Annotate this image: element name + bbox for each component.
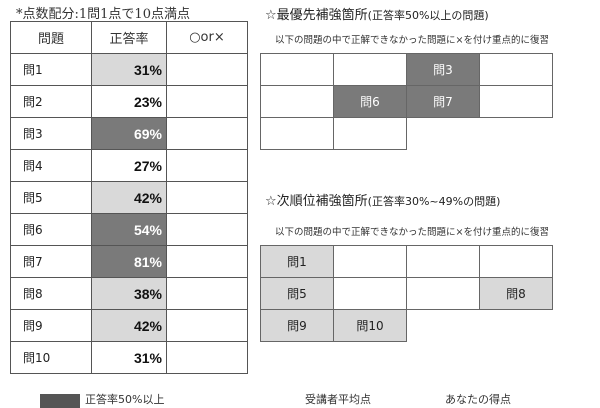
legend-yourscore-label: あなたの得点 (445, 393, 511, 406)
grid-row: 問1 (260, 245, 553, 278)
grid-cell (480, 310, 553, 342)
question-cell: 問1 (10, 53, 92, 86)
table-row: 問1 31% (10, 53, 248, 86)
secondary-grid: 問1 問5 問8 問9 問10 (260, 245, 553, 342)
priority-heading-sub: (正答率50%以上の問題) (367, 9, 489, 22)
question-cell: 問2 (10, 85, 92, 118)
mark-cell[interactable] (166, 309, 248, 342)
accuracy-cell: 42% (91, 309, 167, 342)
secondary-note: 以下の問題の中で正解できなかった問題に×を付け重点的に復習 (275, 227, 549, 238)
grid-cell[interactable] (333, 53, 407, 86)
grid-cell[interactable] (406, 277, 480, 310)
accuracy-cell: 54% (91, 213, 167, 246)
grid-cell[interactable] (333, 245, 407, 278)
table-row: 問6 54% (10, 213, 248, 246)
grid-row: 問9 問10 (260, 309, 553, 342)
grid-row (260, 117, 553, 150)
accuracy-cell: 31% (91, 341, 167, 374)
priority-note: 以下の問題の中で正解できなかった問題に×を付け重点的に復習 (275, 35, 549, 46)
header-mark: ○or× (166, 21, 248, 54)
accuracy-cell: 42% (91, 181, 167, 214)
table-header-row: 問題 正答率 ○or× (10, 21, 248, 54)
grid-row: 問3 (260, 53, 553, 86)
grid-cell[interactable]: 問10 (333, 309, 407, 342)
grid-cell[interactable]: 問3 (406, 53, 480, 86)
table-row: 問7 81% (10, 245, 248, 278)
question-cell: 問9 (10, 309, 92, 342)
legend-swatch (40, 394, 80, 408)
grid-cell[interactable]: 問1 (260, 245, 334, 278)
accuracy-cell: 69% (91, 117, 167, 150)
secondary-heading-sub: (正答率30%~49%の問題) (367, 195, 501, 208)
accuracy-cell: 31% (91, 53, 167, 86)
legend-swatch-label: 正答率50%以上 (85, 393, 165, 406)
mark-cell[interactable] (166, 213, 248, 246)
mark-cell[interactable] (166, 117, 248, 150)
grid-cell[interactable]: 問8 (479, 277, 553, 310)
grid-cell[interactable]: 問5 (260, 277, 334, 310)
grid-cell (480, 118, 553, 150)
mark-cell[interactable] (166, 149, 248, 182)
table-row: 問5 42% (10, 181, 248, 214)
header-accuracy: 正答率 (91, 21, 167, 54)
grid-cell[interactable] (406, 245, 480, 278)
priority-heading: ☆最優先補強箇所(正答率50%以上の問題) (265, 4, 489, 23)
mark-cell[interactable] (166, 53, 248, 86)
table-row: 問8 38% (10, 277, 248, 310)
grid-cell[interactable]: 問6 (333, 85, 407, 118)
grid-cell[interactable]: 問9 (260, 309, 334, 342)
table-row: 問9 42% (10, 309, 248, 342)
mark-cell[interactable] (166, 181, 248, 214)
accuracy-cell: 23% (91, 85, 167, 118)
table-row: 問3 69% (10, 117, 248, 150)
grid-cell[interactable] (260, 53, 334, 86)
secondary-heading-title: ☆次順位補強箇所 (265, 194, 368, 209)
accuracy-cell: 38% (91, 277, 167, 310)
header-question: 問題 (10, 21, 92, 54)
table-body: 問1 31% 問2 23% 問3 69% 問4 27% 問5 42% 問6 54% 問7 81% 問8 38%… (10, 53, 248, 374)
scoring-caption: *点数配分:1問1点で10点満点 (16, 7, 190, 22)
accuracy-cell: 81% (91, 245, 167, 278)
mark-cell[interactable] (166, 85, 248, 118)
grid-cell (407, 118, 480, 150)
grid-cell[interactable]: 問7 (406, 85, 480, 118)
question-cell: 問7 (10, 245, 92, 278)
grid-cell (407, 310, 480, 342)
grid-cell[interactable] (479, 85, 553, 118)
mark-cell[interactable] (166, 341, 248, 374)
accuracy-table: 問題 正答率 ○or× 問1 31% 問2 23% 問3 69% 問4 27% 問5 42% 問6 5… (10, 21, 248, 374)
table-row: 問2 23% (10, 85, 248, 118)
accuracy-cell: 27% (91, 149, 167, 182)
table-row: 問4 27% (10, 149, 248, 182)
table-row: 問10 31% (10, 341, 248, 374)
priority-heading-title: ☆最優先補強箇所 (265, 8, 368, 23)
grid-row: 問6 問7 (260, 85, 553, 118)
legend-average-label: 受講者平均点 (305, 393, 371, 406)
question-cell: 問3 (10, 117, 92, 150)
mark-cell[interactable] (166, 245, 248, 278)
grid-cell[interactable] (333, 117, 407, 150)
question-cell: 問10 (10, 341, 92, 374)
mark-cell[interactable] (166, 277, 248, 310)
question-cell: 問4 (10, 149, 92, 182)
grid-cell[interactable] (333, 277, 407, 310)
secondary-heading: ☆次順位補強箇所(正答率30%~49%の問題) (265, 190, 500, 209)
question-cell: 問8 (10, 277, 92, 310)
grid-row: 問5 問8 (260, 277, 553, 310)
priority-grid: 問3 問6 問7 (260, 53, 553, 150)
question-cell: 問5 (10, 181, 92, 214)
grid-cell[interactable] (479, 53, 553, 86)
grid-cell[interactable] (260, 85, 334, 118)
grid-cell[interactable] (479, 245, 553, 278)
question-cell: 問6 (10, 213, 92, 246)
grid-cell[interactable] (260, 117, 334, 150)
